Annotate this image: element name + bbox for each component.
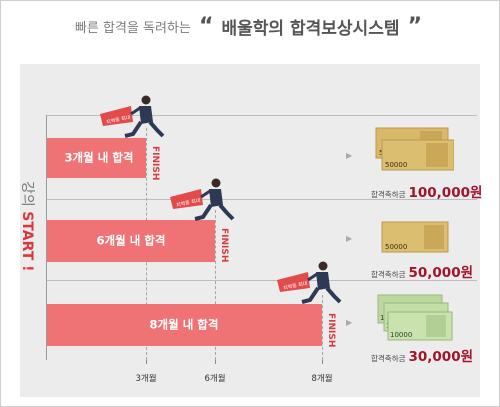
reward-amount: 50,000원 xyxy=(408,265,474,281)
bar-8-months: 8개월 내 합격 xyxy=(47,304,322,346)
arrow-icon: ▶ xyxy=(346,234,353,243)
runner-8-months: 지역동 최대 xyxy=(277,261,342,304)
reward-amount: 100,000원 xyxy=(408,185,483,201)
x-tick-6 xyxy=(215,360,216,364)
page-title: 빠른 합격을 독려하는 “ 배울학의 합격보상시스템 ” xyxy=(0,14,500,39)
runner-ribbon xyxy=(170,189,203,209)
title-close-quote: ” xyxy=(407,14,423,39)
banknotes-50000: 50000 xyxy=(381,221,449,253)
start-axis-korean: 강의 xyxy=(19,181,35,207)
start-axis-start: START ! xyxy=(19,211,35,272)
reward-50000: 합격축하금 50,000원 xyxy=(371,261,473,281)
reward-label: 합격축하금 xyxy=(371,354,406,363)
runner-arm xyxy=(200,189,211,199)
runner-leg-back xyxy=(124,120,143,138)
bar-3-months: 3개월 내 합격 xyxy=(47,138,146,178)
guide-8-months xyxy=(322,295,323,360)
runner-ribbon xyxy=(277,272,310,292)
reward-30000: 합격축하금 30,000원 xyxy=(371,345,473,365)
runner-leg-back xyxy=(194,203,213,221)
runner-leg-front xyxy=(148,120,165,138)
runner-body xyxy=(209,189,223,207)
start-axis-line xyxy=(46,115,47,360)
guide-6-months xyxy=(215,210,216,360)
runner-body xyxy=(139,106,153,124)
banknotes-30000: 10000 10000 10000 xyxy=(377,294,453,341)
title-main: 배울학의 합격보상시스템 xyxy=(221,19,400,39)
banknote-value: 10000 xyxy=(390,331,412,339)
runner-leg-back xyxy=(301,286,320,304)
runner-arm xyxy=(307,272,318,282)
start-axis-label: 강의 START ! xyxy=(16,181,38,272)
runner-body xyxy=(316,272,330,290)
runner-3-months: 지역동 최대 xyxy=(100,95,165,138)
row-divider-top xyxy=(47,115,477,116)
runner-ribbon xyxy=(100,106,133,126)
runner-leg-front xyxy=(325,286,342,304)
bar-6-months: 6개월 내 합격 xyxy=(47,220,215,262)
x-label-6-months: 6개월 xyxy=(204,374,226,384)
banknote-value: 50000 xyxy=(385,161,407,169)
runner-head xyxy=(318,261,328,271)
x-label-3-months: 3개월 xyxy=(135,374,157,384)
finish-label-6-months: FINISH xyxy=(219,228,229,263)
runner-head xyxy=(141,95,151,105)
title-open-quote: “ xyxy=(198,14,214,39)
x-tick-8 xyxy=(322,360,323,364)
banknotes-100000: 50000 50000 xyxy=(375,127,454,171)
bar-8-months-label: 8개월 내 합격 xyxy=(149,317,219,332)
runner-head xyxy=(211,178,221,188)
bar-6-months-label: 6개월 내 합격 xyxy=(96,233,166,248)
banknote-pattern xyxy=(426,143,448,167)
title-subtitle: 빠른 합격을 독려하는 xyxy=(74,21,191,36)
row-divider-1 xyxy=(47,199,477,200)
x-tick-3 xyxy=(146,360,147,364)
row-divider-2 xyxy=(47,280,477,281)
reward-100000: 합격축하금 100,000원 xyxy=(371,181,482,201)
reward-amount: 30,000원 xyxy=(408,349,474,365)
arrow-icon: ▶ xyxy=(346,151,353,160)
banknote-pattern xyxy=(426,315,446,337)
runner-arm xyxy=(130,106,141,116)
reward-label: 합격축하금 xyxy=(371,190,406,199)
runner-leg-front xyxy=(218,203,235,221)
finish-label-8-months: FINISH xyxy=(326,313,336,348)
banknote-pattern xyxy=(424,225,444,249)
reward-label: 합격축하금 xyxy=(371,270,406,279)
runner-6-months: 지역동 최대 xyxy=(170,178,235,221)
finish-label-3-months: FINISH xyxy=(150,146,160,181)
banknote-value: 50000 xyxy=(385,243,407,251)
arrow-icon: ▶ xyxy=(346,318,353,327)
bar-3-months-label: 3개월 내 합격 xyxy=(64,150,134,165)
x-label-8-months: 8개월 xyxy=(311,374,333,384)
